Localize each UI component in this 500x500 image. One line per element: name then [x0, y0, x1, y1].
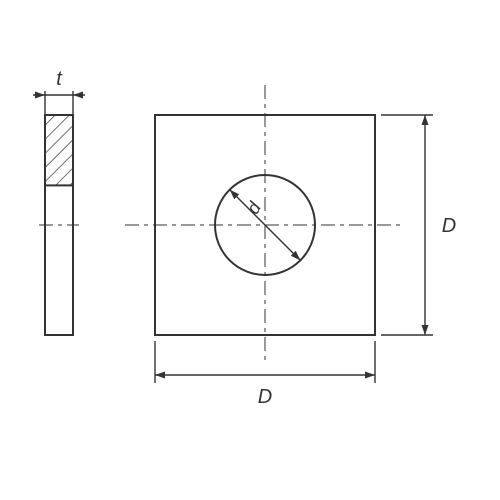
side-view: t — [33, 68, 85, 335]
arrowhead — [422, 115, 429, 125]
dimension-label-D-width: D — [258, 386, 272, 408]
side-view-hatched-section — [45, 115, 73, 185]
arrowhead — [73, 92, 83, 99]
arrowhead — [365, 372, 375, 379]
arrowhead — [422, 325, 429, 335]
arrowhead — [35, 92, 45, 99]
arrowhead — [155, 372, 165, 379]
dimension-label-t: t — [56, 68, 63, 90]
technical-drawing: t d D D — [0, 0, 500, 500]
top-view: d D D — [125, 85, 456, 408]
dimension-label-D-height: D — [442, 215, 456, 237]
dimension-label-d: d — [243, 198, 266, 218]
